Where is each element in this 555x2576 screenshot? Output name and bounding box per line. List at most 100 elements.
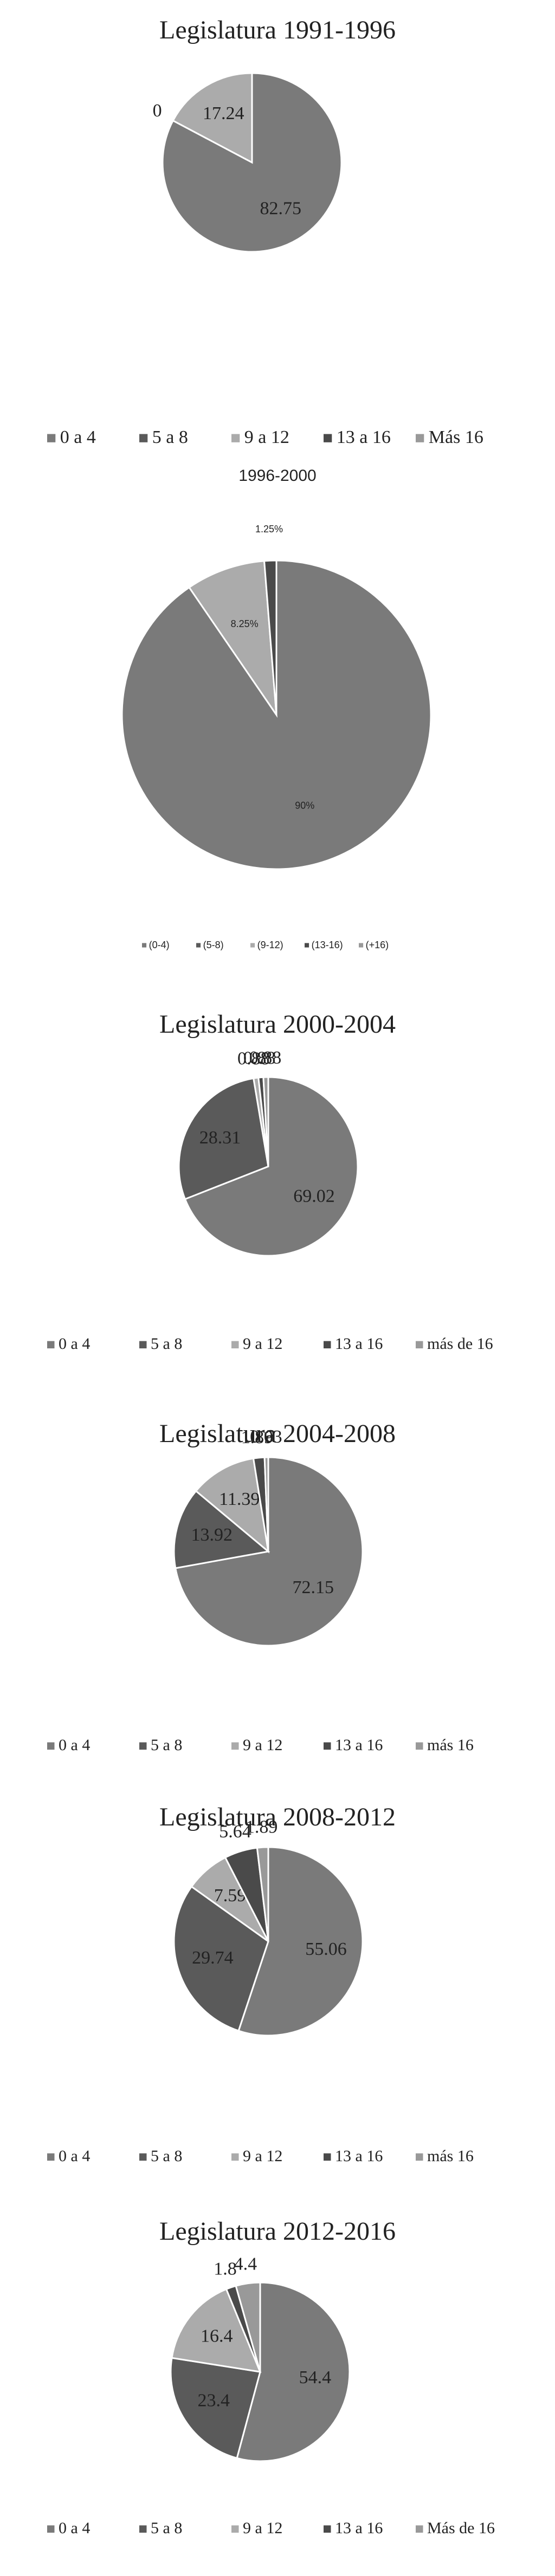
data-label: 8.25% [231, 618, 259, 629]
legend-swatch [139, 2153, 147, 2161]
legend-label: 5 a 8 [151, 2519, 182, 2537]
legend-label: 0 a 4 [59, 2147, 90, 2165]
legend-label: 13 a 16 [335, 1736, 383, 1754]
legend-swatch [324, 434, 332, 442]
legend-swatch [416, 434, 424, 442]
legend-swatch [231, 2525, 239, 2533]
pie-slice [121, 559, 432, 870]
pie-slice [237, 1846, 364, 2037]
data-label: 54.4 [299, 2368, 332, 2388]
data-label: 72.15 [293, 1577, 334, 1597]
legend-swatch [324, 1742, 331, 1750]
data-label: 11.39 [219, 1489, 260, 1509]
pie-slice [235, 2281, 261, 2372]
pie-slice [195, 1457, 270, 1554]
legend-swatch [47, 2525, 55, 2533]
legend-label: más 16 [427, 2147, 474, 2165]
data-label: 0.88 [237, 1049, 270, 1069]
data-label: 0 [153, 101, 162, 121]
legend-swatch [47, 1341, 55, 1348]
pie-slice [173, 1885, 269, 2032]
data-label: 0.88 [249, 1048, 282, 1068]
pie-slice [178, 1077, 269, 1201]
data-label: 23.4 [197, 2390, 230, 2410]
legend-swatch [305, 943, 309, 948]
legend-label: 13 a 16 [337, 427, 391, 447]
legend-swatch [142, 943, 147, 948]
legend-label: (0-4) [149, 940, 170, 950]
pie-slice [172, 72, 253, 164]
legend-swatch [47, 2153, 55, 2161]
legend-swatch [416, 2153, 423, 2161]
legend-label: Más 16 [429, 427, 483, 447]
legend-label: 13 a 16 [335, 2519, 383, 2537]
data-label: 16.4 [201, 2326, 233, 2346]
legend-label: 0 a 4 [59, 1335, 90, 1353]
legend-label: (+16) [366, 940, 389, 950]
pie-slice [170, 2357, 261, 2460]
pie-slice [236, 2281, 351, 2462]
legend-label: 0 a 4 [59, 1736, 90, 1754]
legend-label: 9 a 12 [243, 2147, 282, 2165]
legend-label: 5 a 8 [151, 1736, 182, 1754]
legend-swatch [231, 2153, 239, 2161]
data-label: 0.63 [250, 1427, 282, 1447]
data-label: 1.89 [246, 1817, 278, 1837]
data-label: 82.75 [260, 198, 301, 218]
chart-title: Legislatura 2004-2008 [159, 1419, 396, 1448]
legend-swatch [324, 2525, 331, 2533]
data-label: 4.4 [234, 2254, 257, 2274]
chart-title: Legislatura 1991-1996 [159, 16, 396, 44]
data-label: 0.88 [243, 1048, 276, 1068]
data-label: 17.24 [203, 103, 244, 123]
legend-swatch [139, 1742, 147, 1750]
data-label: 69.02 [293, 1186, 335, 1206]
legend-swatch [250, 943, 255, 948]
pie-slice [263, 1456, 269, 1552]
legend-label: 5 a 8 [151, 1335, 182, 1353]
data-label: 1.89 [241, 1427, 274, 1447]
legend-label: 9 a 12 [243, 1335, 282, 1353]
pie-slice [184, 1076, 359, 1257]
legend-swatch [47, 434, 56, 442]
legend-label: 13 a 16 [335, 1335, 383, 1353]
legend-label: 13 a 16 [335, 2147, 383, 2165]
data-label: 90% [295, 800, 314, 811]
data-label: 5.64 [219, 1822, 251, 1842]
legend-label: 5 a 8 [151, 2147, 182, 2165]
chart-title: Legislatura 2008-2012 [159, 1803, 396, 1831]
legend-label: 0 a 4 [60, 427, 96, 447]
legend-swatch [416, 1742, 423, 1750]
legend-swatch [231, 1341, 239, 1348]
data-label: 55.06 [305, 1939, 347, 1959]
legend-swatch [416, 2525, 423, 2533]
pie-slice [262, 1076, 269, 1167]
legend-swatch [324, 2153, 331, 2161]
pie-slice [263, 559, 278, 715]
legend-swatch [359, 943, 364, 948]
legend-swatch [139, 1341, 147, 1348]
data-label: 1.8 [214, 2259, 237, 2279]
pie-slice [173, 1490, 270, 1569]
data-label: 1.25% [255, 524, 283, 534]
legend-swatch [47, 1742, 55, 1750]
data-label: 13.92 [191, 1525, 233, 1545]
legend-swatch [196, 943, 201, 948]
chart-title: Legislatura 2000-2004 [159, 1010, 396, 1039]
data-label: 29.74 [192, 1948, 234, 1968]
legend-label: 9 a 12 [244, 427, 289, 447]
legend-swatch [324, 1341, 331, 1348]
legend-swatch [139, 2525, 147, 2533]
chart-title: Legislatura 2012-2016 [159, 2217, 396, 2246]
legend-label: Más de 16 [427, 2519, 495, 2537]
legend-swatch [231, 434, 240, 442]
legend-label: más 16 [427, 1736, 474, 1754]
legend-label: 0 a 4 [59, 2519, 90, 2537]
legend-swatch [416, 1341, 423, 1348]
legend-label: más de 16 [427, 1335, 493, 1353]
pie-slice [256, 1846, 269, 1942]
data-label: 28.31 [199, 1127, 241, 1147]
legend-label: (5-8) [203, 940, 224, 950]
legend-label: 9 a 12 [243, 2519, 282, 2537]
